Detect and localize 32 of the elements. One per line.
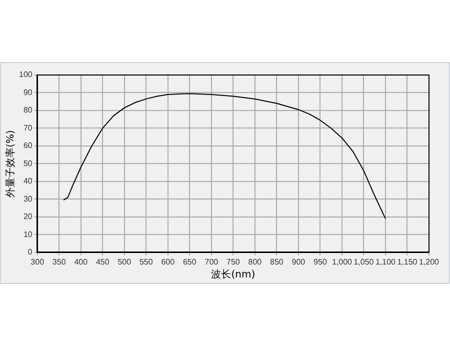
- x-tick-label: 550: [139, 257, 154, 266]
- x-tick-label: 800: [248, 257, 262, 266]
- x-tick-label: 900: [292, 257, 306, 266]
- x-tick-label: 750: [226, 257, 240, 266]
- x-tick-label: 700: [204, 257, 219, 266]
- y-tick-label: 10: [23, 230, 33, 239]
- x-tick-label: 350: [52, 257, 66, 266]
- x-tick-label: 1,100: [375, 257, 396, 266]
- x-tick-label: 850: [270, 257, 284, 266]
- y-tick-label: 100: [18, 70, 33, 80]
- x-tick-label: 600: [161, 257, 176, 266]
- y-tick-label: 60: [23, 141, 33, 150]
- x-tick-label: 950: [314, 257, 328, 266]
- y-tick-label: 50: [23, 158, 33, 168]
- y-tick-label: 40: [23, 176, 33, 186]
- y-axis-title: 外量子效率(%): [4, 130, 17, 198]
- x-tick-label: 1,200: [418, 257, 440, 266]
- x-tick-label: 650: [182, 257, 197, 266]
- x-axis-title: 波长(nm): [211, 268, 256, 281]
- y-tick-label: 0: [28, 248, 33, 257]
- y-tick-label: 30: [23, 194, 33, 204]
- x-tick-label: 1,050: [354, 257, 374, 266]
- x-tick-label: 1,000: [332, 257, 353, 266]
- y-tick-label: 20: [23, 212, 33, 222]
- y-tick-label: 90: [23, 88, 33, 97]
- x-tick-label: 300: [30, 257, 45, 266]
- x-tick-label: 450: [96, 257, 110, 266]
- x-tick-label: 500: [118, 257, 132, 266]
- y-tick-label: 80: [23, 106, 33, 115]
- y-tick-label: 70: [23, 123, 33, 132]
- x-tick-label: 1,150: [397, 257, 418, 266]
- x-tick-label: 400: [74, 257, 88, 266]
